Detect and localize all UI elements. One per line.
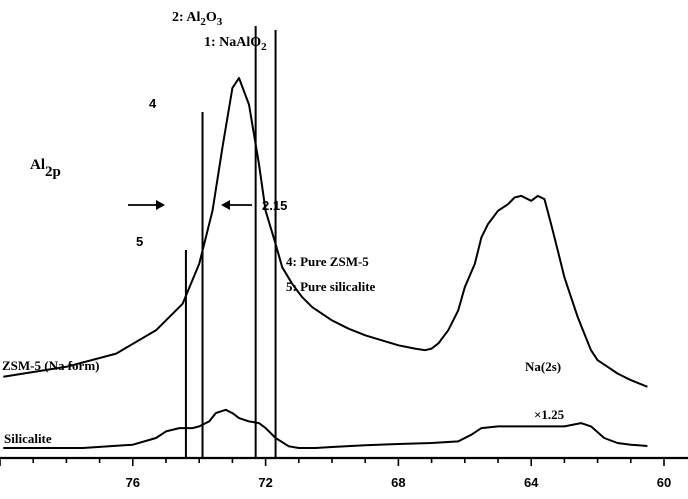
region-label-al2p: Al2p [30,157,61,180]
legend-pure-zsm5: 4: Pure ZSM-5 [286,254,369,269]
series-line-silicalite [3,408,648,449]
x-tick-label: 64 [524,475,539,490]
ref-label-naalo2: 1: NaAlO2 [204,35,267,53]
x-tick-label: 60 [657,475,671,490]
series-layer [3,77,648,449]
series-label-silicalite: Silicalite [4,431,52,446]
x-tick-layer: 76 72 68 64 60 [0,458,671,490]
peak-label-na2s: Na(2s) [525,359,561,374]
fwhm-value: 2.15 [262,198,287,213]
fwhm-marker [128,200,252,210]
series-label-zsm5: ZSM-5 (Na form) [2,358,99,373]
x-tick-label: 76 [126,475,140,490]
ref-label-5: 5 [136,234,143,249]
ref-label-al2o3: 2: Al2O3 [172,10,223,28]
series-line-zsm-5-na-form [3,77,648,388]
scale-factor-label: ×1.25 [534,407,565,422]
reference-lines-layer [184,26,277,458]
x-tick-label: 72 [258,475,272,490]
x-tick-label: 68 [391,475,405,490]
legend-pure-silicalite: 5: Pure silicalite [286,279,376,294]
ref-label-4: 4 [149,96,157,111]
